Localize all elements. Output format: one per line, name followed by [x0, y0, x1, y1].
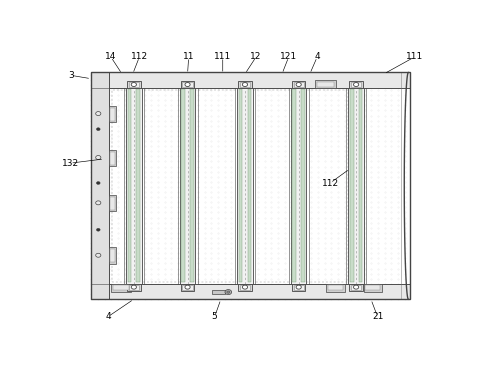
Bar	[91, 72, 410, 299]
Circle shape	[242, 285, 248, 289]
Bar	[136, 89, 140, 282]
Bar	[349, 81, 363, 88]
Circle shape	[242, 82, 248, 86]
Circle shape	[96, 156, 101, 159]
Bar	[248, 89, 251, 282]
Bar	[110, 107, 115, 121]
Bar	[240, 82, 250, 87]
Text: 112: 112	[322, 178, 339, 188]
Text: 21: 21	[372, 312, 383, 321]
Bar	[91, 72, 410, 88]
Circle shape	[97, 228, 100, 231]
Text: 14: 14	[105, 52, 117, 61]
Text: 111: 111	[406, 52, 423, 61]
Bar	[326, 284, 345, 291]
Bar	[109, 149, 117, 166]
Bar	[365, 285, 380, 290]
Circle shape	[96, 201, 101, 205]
Circle shape	[185, 285, 190, 289]
Bar	[183, 285, 193, 290]
Bar	[292, 81, 305, 88]
Circle shape	[96, 253, 101, 257]
Bar	[180, 88, 196, 284]
Bar	[109, 247, 117, 264]
Bar	[113, 285, 130, 290]
Text: 112: 112	[131, 52, 148, 61]
Bar	[127, 284, 141, 291]
Text: 132: 132	[62, 159, 79, 168]
Bar	[129, 285, 139, 290]
Circle shape	[296, 285, 301, 289]
Bar	[363, 284, 382, 291]
Bar	[292, 284, 305, 291]
Circle shape	[225, 290, 232, 295]
Bar	[109, 195, 117, 211]
Text: 111: 111	[214, 52, 231, 61]
Circle shape	[354, 285, 358, 289]
Bar	[237, 88, 253, 284]
Text: 4: 4	[315, 52, 320, 61]
Text: 3: 3	[68, 71, 74, 80]
Bar	[126, 88, 141, 284]
Bar	[358, 89, 362, 282]
Circle shape	[97, 181, 100, 184]
Bar	[127, 81, 141, 88]
Text: 121: 121	[280, 52, 297, 61]
Bar	[239, 81, 251, 88]
Bar	[181, 284, 194, 291]
Bar	[315, 80, 336, 88]
Circle shape	[296, 82, 301, 86]
Bar	[239, 89, 242, 282]
Bar	[350, 89, 354, 282]
Text: 5: 5	[212, 312, 217, 321]
Bar	[293, 82, 304, 87]
Bar	[351, 82, 361, 87]
Bar	[293, 285, 304, 290]
Bar	[328, 285, 343, 290]
Text: 12: 12	[250, 52, 262, 61]
Text: 11: 11	[183, 52, 195, 61]
Circle shape	[131, 82, 136, 86]
Bar	[239, 284, 251, 291]
Text: 4: 4	[105, 312, 111, 321]
Bar	[129, 82, 139, 87]
Circle shape	[354, 82, 358, 86]
Bar	[110, 197, 115, 210]
Bar	[111, 90, 348, 282]
Circle shape	[131, 285, 136, 289]
Bar	[181, 89, 185, 282]
Bar	[181, 81, 194, 88]
Circle shape	[227, 291, 230, 293]
Bar	[212, 290, 225, 294]
Bar	[110, 152, 115, 164]
Circle shape	[97, 128, 100, 131]
Bar	[128, 89, 131, 282]
Bar	[291, 88, 306, 284]
Bar	[183, 82, 193, 87]
Bar	[91, 284, 410, 299]
Bar	[190, 89, 194, 282]
Bar	[240, 285, 250, 290]
Bar	[91, 72, 109, 299]
Bar	[111, 284, 131, 291]
Bar	[109, 106, 117, 122]
Circle shape	[185, 82, 190, 86]
Bar	[349, 284, 363, 291]
Bar	[301, 89, 305, 282]
Bar	[348, 88, 364, 284]
Circle shape	[96, 112, 101, 116]
Bar	[317, 82, 334, 87]
Bar	[110, 249, 115, 262]
Bar	[293, 89, 296, 282]
Bar	[351, 285, 361, 290]
